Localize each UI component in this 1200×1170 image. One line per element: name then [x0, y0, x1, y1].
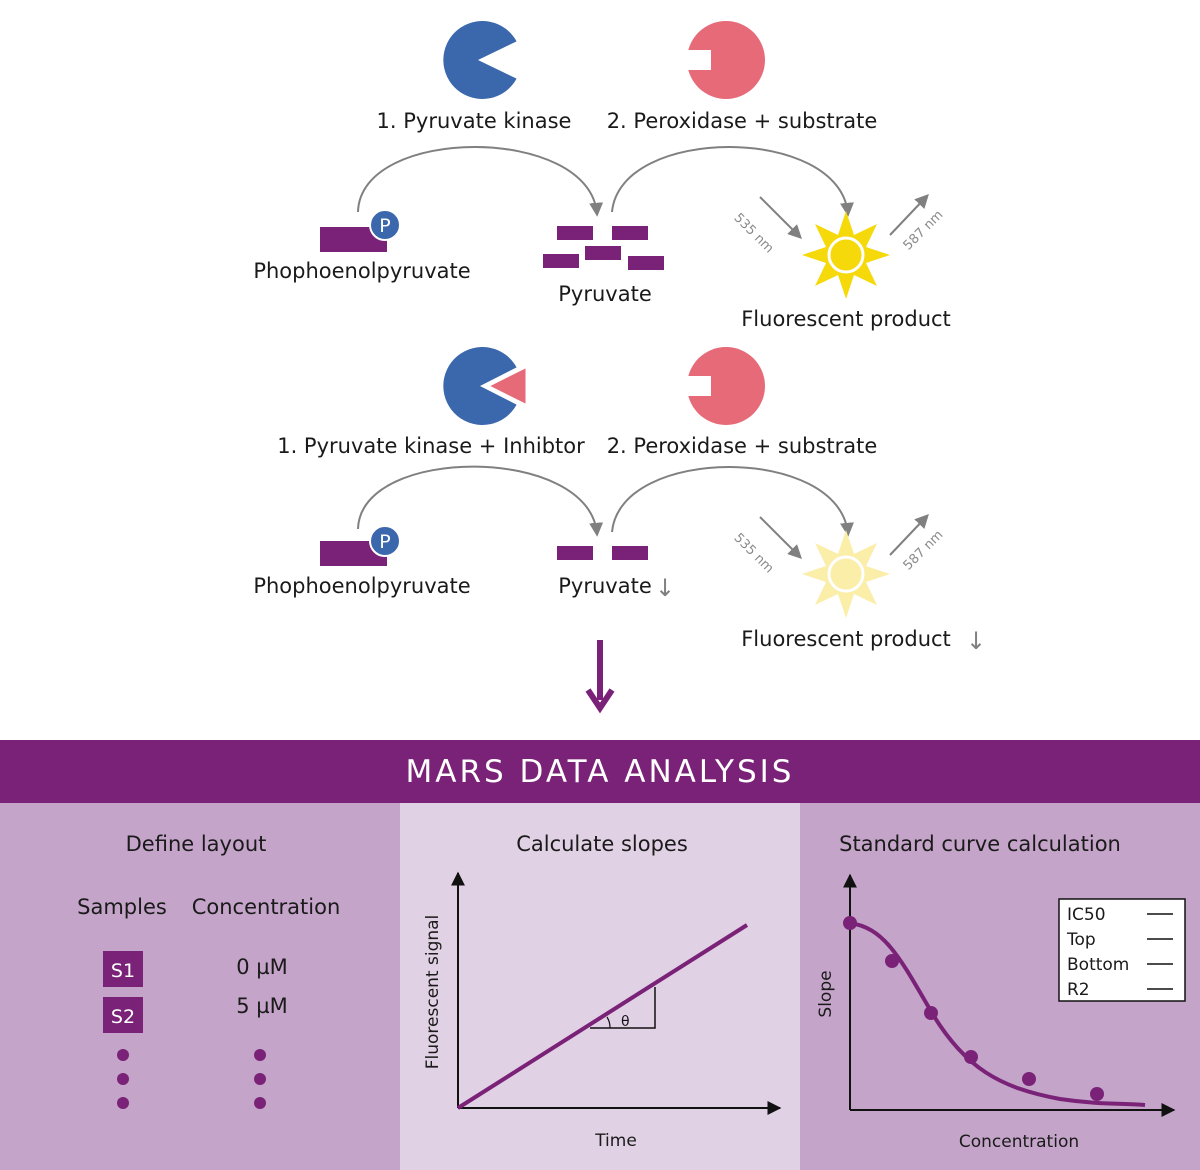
- product-label-2: Fluorescent product: [741, 627, 951, 651]
- results-legend: IC50 Top Bottom R2: [1058, 898, 1186, 1002]
- analysis-banner: MARS DATA ANALYSIS: [0, 740, 1200, 803]
- sample-id: S2: [111, 1006, 135, 1028]
- calculate-slopes-panel: Calculate slopes Fluorescent signal Time…: [400, 803, 800, 1170]
- y-axis-label: Fluorescent signal: [423, 915, 443, 1070]
- excitation-arrow: 535 nm: [731, 196, 802, 257]
- reaction-arrow-4: [611, 466, 854, 537]
- decrease-arrow-icon: ↓: [655, 574, 675, 602]
- ellipsis-dots: [117, 1049, 266, 1109]
- pyruvate-kinase-inhibited-icon: [443, 347, 529, 426]
- standard-curve-panel: Standard curve calculation Slope Concent…: [800, 803, 1200, 1170]
- angle-label: θ: [621, 1014, 630, 1030]
- standard-curve-title: Standard curve calculation: [839, 832, 1121, 856]
- slope-triangle: [590, 987, 656, 1029]
- excitation-label: 535 nm: [731, 211, 777, 257]
- data-point: [843, 916, 857, 930]
- peroxidase-icon: [686, 21, 765, 99]
- peroxidase-icon-2: [686, 347, 765, 425]
- enzyme1-inhibited-label: 1. Pyruvate kinase + Inhibtor: [277, 434, 585, 458]
- y-axis-label: Slope: [816, 970, 836, 1017]
- product-label: Fluorescent product: [741, 307, 951, 331]
- angle-arc: [606, 1016, 611, 1029]
- fluorescent-product-dim: [802, 530, 890, 618]
- decrease-arrow-icon-2: ↓: [966, 627, 986, 655]
- emission-label: 587 nm: [901, 208, 947, 254]
- excitation-arrow-2: 535 nm: [731, 516, 802, 577]
- sample-row: S1 0 µM: [103, 951, 288, 987]
- pyruvate-kinase-icon: [443, 20, 517, 99]
- calculate-slopes-title: Calculate slopes: [516, 832, 688, 856]
- sample-concentration: 0 µM: [236, 955, 288, 979]
- define-layout-panel: Define layout Samples Concentration S1 0…: [0, 803, 400, 1170]
- phosphate-label: P: [379, 215, 390, 237]
- banner-title: MARS DATA ANALYSIS: [405, 753, 795, 790]
- reaction-arrow-1: [357, 146, 604, 217]
- sample-id: S1: [111, 960, 135, 982]
- x-axis-label: Concentration: [959, 1132, 1079, 1152]
- legend-item: IC50: [1067, 905, 1106, 925]
- define-layout-title: Define layout: [126, 832, 267, 856]
- data-point: [885, 954, 899, 968]
- substrate-label-2: Phophoenolpyruvate: [253, 574, 470, 598]
- x-axis-label: Time: [594, 1131, 637, 1151]
- intermediate-label: Pyruvate: [558, 282, 652, 306]
- sample-row: S2 5 µM: [103, 994, 288, 1033]
- reaction-arrow-2: [611, 146, 854, 217]
- concentration-column-header: Concentration: [192, 895, 341, 919]
- down-arrow-icon: [585, 640, 615, 714]
- reaction-diagram: 1. Pyruvate kinase 2. Peroxidase + subst…: [253, 20, 986, 714]
- enzyme1-label: 1. Pyruvate kinase: [377, 109, 572, 133]
- excitation-label-2: 535 nm: [731, 531, 777, 577]
- reaction-arrow-3: [357, 465, 604, 537]
- data-point: [1090, 1087, 1104, 1101]
- phosphoenolpyruvate-molecule: P: [320, 209, 401, 252]
- enzyme2-label-2: 2. Peroxidase + substrate: [607, 434, 878, 458]
- data-point: [964, 1050, 978, 1064]
- phosphoenolpyruvate-molecule-2: P: [320, 525, 401, 566]
- samples-column-header: Samples: [77, 895, 167, 919]
- emission-arrow: 587 nm: [889, 193, 947, 254]
- data-point: [924, 1006, 938, 1020]
- dose-response-curve: [849, 921, 1146, 1107]
- legend-item: Top: [1066, 930, 1096, 950]
- sample-concentration: 5 µM: [236, 994, 288, 1018]
- substrate-label: Phophoenolpyruvate: [253, 259, 470, 283]
- emission-arrow-2: 587 nm: [889, 513, 947, 574]
- phosphate-label-2: P: [379, 531, 390, 553]
- emission-label-2: 587 nm: [901, 528, 947, 574]
- legend-item: Bottom: [1067, 955, 1129, 975]
- pyruvate-molecules-reduced: [557, 546, 648, 560]
- pyruvate-molecules: [543, 226, 664, 270]
- fluorescent-product-bright: [802, 211, 890, 299]
- enzyme2-label: 2. Peroxidase + substrate: [607, 109, 878, 133]
- slope-line: [456, 923, 749, 1110]
- data-point: [1022, 1072, 1036, 1086]
- legend-item: R2: [1067, 980, 1090, 1000]
- data-points: [843, 916, 1104, 1101]
- intermediate-label-2: Pyruvate: [558, 574, 652, 598]
